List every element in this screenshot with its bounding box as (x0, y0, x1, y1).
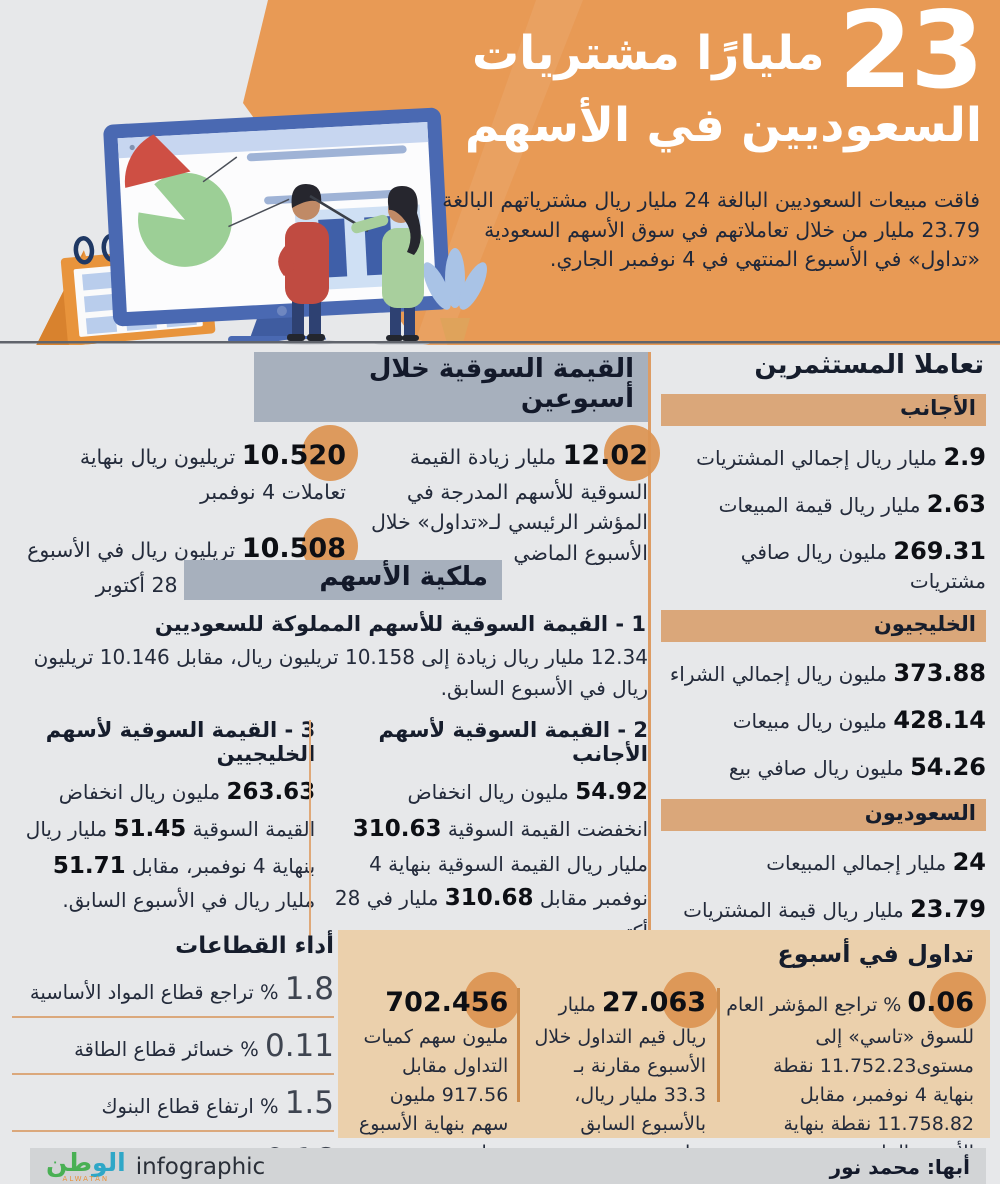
sector-label: % ارتفاع قطاع البنوك (101, 1095, 279, 1118)
plant-icon (423, 248, 487, 343)
stat-value: 373.88 (893, 658, 986, 687)
stat-label: مليون ريال إجمالي الشراء (669, 661, 888, 686)
sector-row: 1.8 % تراجع قطاع المواد الأساسية (12, 961, 334, 1018)
stat-value: 702.456 (385, 987, 509, 1018)
stat-value: 24 (952, 848, 986, 877)
investors-title: تعاملا المستثمرين (754, 350, 984, 380)
ownership-saudi-heading: 1 - القيمة السوقية للأسهم المملوكة للسعو… (154, 612, 646, 636)
stat-value: 12.02 (562, 440, 648, 471)
sectors-section: أداء القطاعات 1.8 % تراجع قطاع المواد ال… (12, 933, 334, 1184)
stat-label: مليون ريال صافي بيع (728, 755, 904, 780)
infographic-label: infographic (135, 1153, 266, 1180)
ownership-gulf-heading: 3 - القيمة السوقية لأسهم الخليجيين (45, 718, 316, 766)
investors-section: تعاملا المستثمرين الأجانب 2.9 مليار ريال… (661, 350, 986, 989)
stat-value: 2.63 (926, 490, 986, 519)
stat-label: مليار زيادة القيمة السوقية للأسهم المدرج… (370, 445, 648, 565)
stat-value: 428.14 (893, 705, 986, 734)
ownership-foreign-text: 54.92 مليون ريال انخفاض انخفضت القيمة ال… (334, 779, 648, 944)
headline-words: مليارًا مشتريات (471, 26, 825, 82)
column-divider (648, 352, 651, 930)
intro-text: فاقت مبيعات السعوديين البالغة 24 مليار ر… (442, 188, 980, 272)
stat-label: مليون ريال صافي مشتريات (740, 540, 986, 593)
footer-bar: أبها: محمد نور الوطن ALWATAN infographic (30, 1148, 986, 1184)
sector-row: 1.5 % ارتفاع قطاع البنوك (12, 1075, 334, 1132)
stat-value: 27.063 (601, 987, 707, 1018)
market-value-section: القيمة السوقية خلال أسبوعين 12.02 مليار … (8, 352, 648, 623)
week-trading-section: تداول في أسبوع 0.06 % تراجع المؤشر العام… (338, 930, 990, 1184)
stat-row: 24 مليار إجمالي المبيعات (661, 847, 986, 878)
stat-value: 10.520 (241, 440, 346, 471)
stat-value: 2.9 (943, 443, 986, 471)
stat-row: 428.14 مليون ريال مبيعات (661, 705, 986, 736)
week-trading-col: 27.063 مليار ريال قيم التداول خلال الأسب… (518, 982, 716, 1184)
ownership-header: ملكية الأسهم (184, 560, 502, 600)
alwatan-logo-sub: ALWATAN (62, 1175, 110, 1183)
stat-value: 269.31 (893, 537, 986, 566)
headline-line2: السعوديين في الأسهم (464, 97, 982, 153)
stat-row: 2.9 مليار ريال إجمالي المشتريات (661, 442, 986, 473)
market-value-header: القيمة السوقية خلال أسبوعين (254, 352, 648, 422)
stat-label: مليار ريال قيمة المبيعات (718, 493, 921, 518)
group-bar-gulf: الخليجيون (661, 609, 986, 642)
stat-label: % تراجع المؤشر العام للسوق «تاسي» إلى مس… (726, 994, 974, 1164)
ownership-gulf-text: 263.63 مليون ريال انخفاض القيمة السوقية … (25, 779, 316, 913)
headline-number: 23 (838, 0, 984, 112)
stat-label: مليار إجمالي المبيعات (766, 851, 947, 876)
floor-line (0, 341, 1000, 344)
brand-area: الوطن ALWATAN infographic (46, 1150, 265, 1183)
week-trading-divider (517, 988, 520, 1102)
stat-row: 373.88 مليون ريال إجمالي الشراء (661, 658, 986, 689)
byline-credit: أبها: محمد نور (829, 1154, 970, 1179)
hero-illustration (0, 0, 1000, 345)
stat-label: مليار ريال إجمالي المشتريات (696, 446, 938, 470)
sector-label: % خسائر قطاع الطاقة (74, 1038, 259, 1061)
alwatan-logo: الوطن ALWATAN (46, 1148, 126, 1183)
sector-value: 1.5 (284, 1085, 334, 1121)
sector-value: 0.11 (264, 1028, 334, 1064)
stat-value: 54.26 (910, 752, 986, 781)
page-title: 23 مليارًا مشتريات السعوديين في الأسهم (464, 0, 984, 153)
stat-label: مليار ريال قيم التداول خلال الأسبوع مقار… (534, 994, 707, 1184)
stat-row: 23.79 مليار ريال قيمة المشتريات (661, 894, 986, 925)
ownership-section: ملكية الأسهم 1 - القيمة السوقية للأسهم ا… (8, 560, 648, 948)
stat-row: 2.63 مليار ريال قيمة المبيعات (661, 489, 986, 520)
stat-value: 0.06 (907, 987, 974, 1018)
stat-row: 269.31 مليون ريال صافي مشتريات (661, 536, 986, 593)
sector-value: 1.8 (284, 971, 334, 1007)
market-value-main: 12.02 مليار زيادة القيمة السوقية للأسهم … (346, 436, 648, 623)
week-trading-divider (717, 988, 720, 1102)
group-bar-foreigners: الأجانب (661, 394, 986, 426)
stat-label: تريليون ريال بنهاية تعاملات 4 نوفمبر (79, 445, 346, 504)
stat-row: 54.26 مليون ريال صافي بيع (661, 752, 986, 783)
pie-chart-icon (124, 134, 233, 267)
week-trading-title: تداول في أسبوع (777, 940, 974, 968)
group-bar-saudis: السعوديون (661, 799, 986, 832)
market-value-item: 10.520 تريليون ريال بنهاية تعاملات 4 نوف… (14, 436, 346, 507)
man-figure (277, 184, 337, 345)
stat-label: مليون ريال مبيعات (732, 708, 888, 733)
ownership-divider (308, 720, 312, 943)
sector-row: 0.11 % خسائر قطاع الطاقة (12, 1018, 334, 1075)
sectors-title: أداء القطاعات (175, 933, 334, 959)
hero-section: 23 مليارًا مشتريات السعوديين في الأسهم ف… (0, 0, 1000, 345)
monitor-illustration (103, 107, 451, 343)
stat-label: مليار ريال قيمة المشتريات (683, 898, 904, 923)
ownership-foreign-block: 2 - القيمة السوقية لأسهم الأجانب 54.92 م… (315, 718, 648, 948)
stat-value: 10.508 (241, 533, 346, 565)
stat-value: 23.79 (910, 895, 986, 924)
ownership-foreign-heading: 2 - القيمة السوقية لأسهم الأجانب (378, 718, 648, 766)
ownership-gulf-block: 3 - القيمة السوقية لأسهم الخليجيين 263.6… (8, 718, 315, 948)
woman-figure (309, 186, 430, 345)
sector-label: % تراجع قطاع المواد الأساسية (29, 981, 279, 1004)
ownership-saudi-text: 12.34 مليار ريال زيادة إلى 10.158 تريليو… (33, 645, 648, 700)
